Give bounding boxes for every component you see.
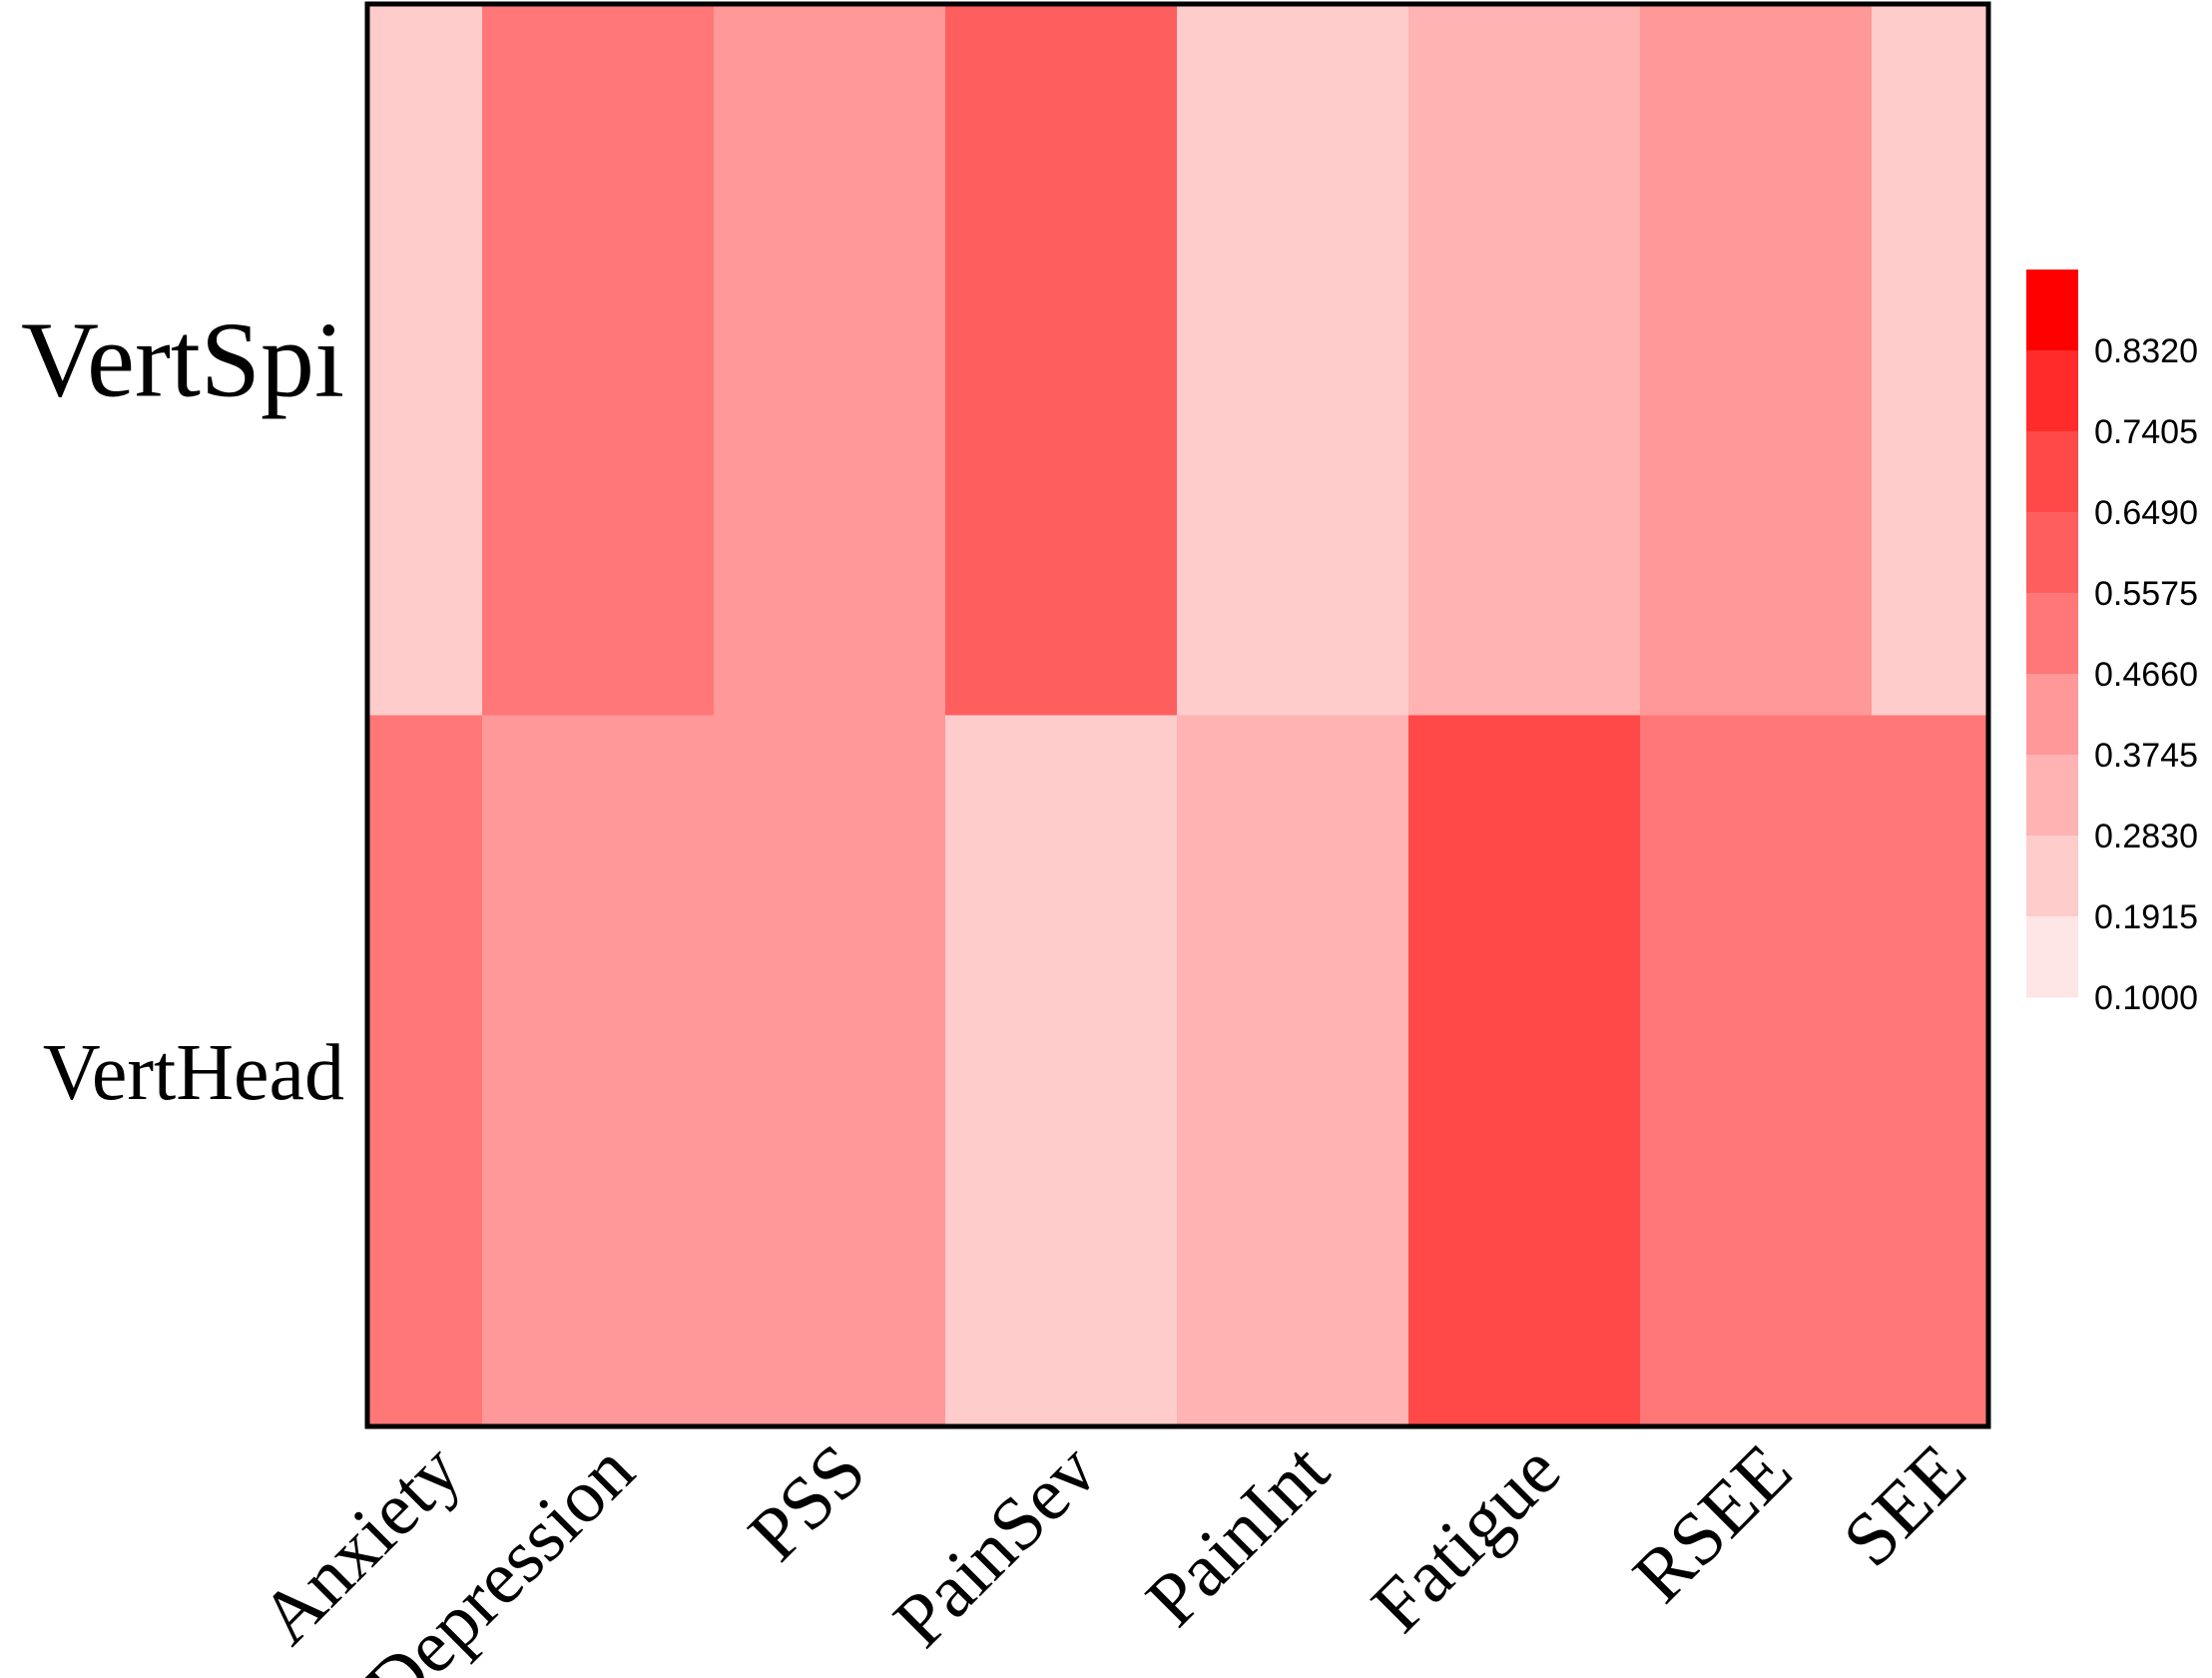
row-label-verthead: VertHead — [43, 1029, 344, 1117]
legend-swatch-1 — [2026, 350, 2078, 432]
legend-tick-label: 0.5575 — [2094, 575, 2198, 613]
heatmap-cell-verthead-rsee — [1640, 715, 1872, 1426]
legend-tick-label: 0.1000 — [2094, 979, 2198, 1017]
legend-swatch-8 — [2026, 916, 2078, 998]
legend-tick-label: 0.3745 — [2094, 737, 2198, 775]
heatmap-cell-vertspi-painsev — [945, 4, 1177, 716]
heatmap-cell-verthead-depression — [482, 715, 714, 1426]
column-label-painint: PainInt — [1130, 1428, 1345, 1643]
heatmap-cell-vertspi-rsee — [1640, 4, 1872, 716]
heatmap-cells — [367, 4, 1988, 1426]
row-label-vertspi: VertSpi — [21, 300, 344, 419]
column-label-pss: PSS — [733, 1428, 881, 1577]
heatmap-cell-vertspi-see — [1872, 4, 1988, 716]
legend-swatch-2 — [2026, 431, 2078, 513]
legend-tick-label: 0.1915 — [2094, 898, 2198, 936]
heatmap-cell-verthead-see — [1872, 715, 1988, 1426]
heatmap-cell-vertspi-anxiety — [367, 4, 482, 716]
heatmap-cell-vertspi-painint — [1177, 4, 1408, 716]
color-legend: 0.8320 0.7405 0.6490 0.5575 0.4660 0.3745 0.28… — [2026, 270, 2198, 1017]
legend-tick-label: 0.2830 — [2094, 818, 2198, 855]
heatmap-cell-vertspi-fatigue — [1408, 4, 1640, 716]
legend-swatch-5 — [2026, 674, 2078, 756]
column-label-rsee: RSEE — [1617, 1428, 1808, 1619]
column-label-see: SEE — [1828, 1428, 1982, 1583]
heatmap-cell-verthead-anxiety — [367, 715, 482, 1426]
legend-tick-label: 0.4660 — [2094, 656, 2198, 694]
legend-tick-label: 0.6490 — [2094, 494, 2198, 532]
legend-swatch-3 — [2026, 512, 2078, 594]
column-label-fatigue: Fatigue — [1356, 1428, 1576, 1649]
legend-swatch-7 — [2026, 836, 2078, 917]
heatmap-cell-vertspi-pss — [714, 4, 945, 716]
heatmap-cell-vertspi-depression — [482, 4, 714, 716]
legend-tick-label: 0.7405 — [2094, 413, 2198, 451]
legend-swatch-4 — [2026, 593, 2078, 675]
legend-swatch-6 — [2026, 755, 2078, 837]
column-label-painsev: PainSev — [877, 1428, 1113, 1664]
heatmap-cell-verthead-painsev — [945, 715, 1177, 1426]
legend-swatch-0 — [2026, 270, 2078, 351]
row-labels: VertSpi VertHead — [21, 300, 344, 1117]
legend-tick-label: 0.8320 — [2094, 332, 2198, 370]
heatmap-cell-verthead-painint — [1177, 715, 1408, 1426]
plot-border — [364, 1, 1991, 1429]
heatmap-cell-verthead-fatigue — [1408, 715, 1640, 1426]
heatmap-cell-verthead-pss — [714, 715, 945, 1426]
